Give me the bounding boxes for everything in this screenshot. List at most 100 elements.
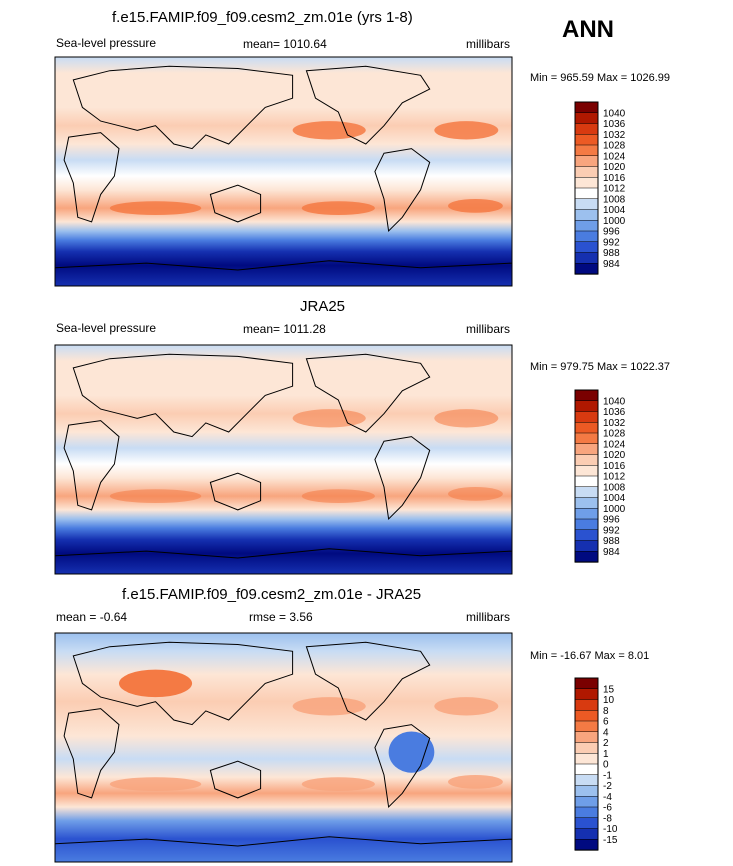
colorbar-3-tick-15: -15 [603, 835, 618, 846]
pressure-center-1-4 [301, 201, 375, 216]
colorbar-3-swatch-14 [574, 817, 599, 830]
coastline-3-1 [63, 708, 120, 799]
colorbar-1-tick-11: 1000 [603, 216, 626, 227]
colorbar-1-tick-7: 1016 [603, 173, 626, 184]
colorbar-2-tick-14: 988 [603, 536, 620, 547]
colorbar-3-swatch-10 [574, 774, 599, 787]
colorbar-2-swatch-8 [574, 465, 599, 477]
colorbar-2-tick-13: 992 [603, 525, 620, 536]
colorbar-2-swatch-4 [574, 422, 599, 434]
map-panel-2 [55, 345, 512, 574]
colorbar-2-tick-9: 1008 [603, 482, 626, 493]
colorbar-2-swatch-14 [574, 529, 599, 542]
colorbar-1-tick-12: 996 [603, 227, 620, 238]
panel3-units-label: millibars [466, 610, 511, 624]
map-panel-3 [55, 633, 512, 862]
colorbar-3-swatch-7 [574, 742, 599, 754]
colorbar-1-swatch-15 [574, 252, 599, 264]
colorbar-1-tick-3: 1032 [603, 130, 626, 141]
colorbar-3-swatch-1 [574, 677, 599, 690]
colorbar-3-tick-9: -1 [603, 770, 612, 781]
colorbar-3-swatch-13 [574, 806, 599, 819]
coastline-1-6 [55, 260, 512, 286]
colorbar-1-tick-8: 1012 [603, 184, 626, 195]
colorbar-2-tick-12: 996 [603, 515, 620, 526]
map-frame-1 [54, 56, 513, 287]
coastline-3-6 [55, 836, 512, 862]
coastline-3-3 [209, 760, 262, 799]
colorbar-2-tick-11: 1000 [603, 504, 626, 515]
colorbar-3-tick-14: -10 [603, 824, 618, 835]
coastline-2-2 [72, 353, 294, 438]
colorbar-2-tick-5: 1024 [603, 439, 626, 450]
colorbar-2-swatch-2 [574, 400, 599, 413]
colorbar-3-swatch-9 [574, 763, 599, 776]
colorbar-3-swatch-4 [574, 710, 599, 722]
panel3-mean-label: mean = -0.64 [56, 610, 128, 624]
panel2-units-label: millibars [466, 322, 511, 336]
pressure-center-2-4 [301, 489, 375, 504]
colorbar-1-swatch-13 [574, 230, 599, 243]
pressure-center-2-1 [292, 409, 366, 428]
colorbar-2-tick-6: 1020 [603, 450, 626, 461]
diff-low-southamerica [388, 731, 435, 773]
colorbar-2-tick-8: 1012 [603, 472, 626, 483]
colorbar-1-tick-1: 1040 [603, 108, 626, 119]
colorbar-2-frame [574, 389, 599, 563]
coastline-1-4 [305, 65, 431, 145]
coastline-1-5 [374, 148, 431, 233]
colorbar-1-tick-2: 1036 [603, 119, 626, 130]
coastline-3-2 [72, 641, 294, 726]
colorbar-3-swatch-11 [574, 785, 599, 797]
colorbar-3-tick-1: 15 [603, 684, 615, 695]
colorbar-2-tick-1: 1040 [603, 396, 626, 407]
colorbar-1-swatch-8 [574, 177, 599, 189]
colorbar-1-swatch-2 [574, 112, 599, 125]
colorbar-2-tick-2: 1036 [603, 407, 626, 418]
colorbar-1-tick-4: 1028 [603, 141, 626, 152]
colorbar-1-tick-14: 988 [603, 248, 620, 259]
map-field-2 [55, 345, 512, 574]
colorbar-1: 1040103610321028102410201016101210081004… [574, 101, 626, 275]
pressure-center-1-5 [448, 198, 503, 213]
colorbar-2-tick-7: 1016 [603, 461, 626, 472]
colorbar-1-tick-13: 992 [603, 237, 620, 248]
colorbar-3-tick-10: -2 [603, 781, 612, 792]
colorbar-1-swatch-14 [574, 241, 599, 254]
colorbar-1-swatch-6 [574, 155, 599, 168]
pressure-center-1-1 [292, 121, 366, 140]
colorbar-1-frame [574, 101, 599, 275]
map-frame-3 [54, 632, 513, 863]
panel2-mean-label: mean= 1011.28 [243, 322, 326, 336]
colorbar-3-tick-8: 0 [603, 760, 609, 771]
coastline-2-6 [55, 548, 512, 574]
colorbar-1-swatch-12 [574, 220, 599, 232]
colorbar-3-tick-7: 1 [603, 749, 609, 760]
coastline-1-3 [209, 184, 262, 223]
colorbar-2-swatch-3 [574, 411, 599, 423]
colorbar-1-tick-10: 1004 [603, 205, 626, 216]
colorbar-3-tick-4: 6 [603, 717, 609, 728]
colorbar-3-tick-3: 8 [603, 706, 609, 717]
colorbar-1-tick-9: 1008 [603, 194, 626, 205]
colorbar-3-frame [574, 677, 599, 851]
colorbar-1-tick-6: 1020 [603, 162, 626, 173]
colorbar-3-swatch-3 [574, 699, 599, 711]
colorbar-3-tick-6: 2 [603, 738, 609, 749]
colorbar-2-swatch-10 [574, 486, 599, 499]
colorbar-1-swatch-10 [574, 198, 599, 211]
colorbar-1-tick-5: 1024 [603, 151, 626, 162]
colorbar-2-tick-3: 1032 [603, 418, 626, 429]
colorbar-3-tick-5: 4 [603, 727, 609, 738]
colorbar-3-tick-11: -4 [603, 792, 612, 803]
pressure-center-3-1 [292, 697, 366, 716]
colorbar-3-swatch-6 [574, 731, 599, 744]
colorbar-2-swatch-15 [574, 540, 599, 552]
colorbar-2-swatch-11 [574, 497, 599, 509]
colorbar-3-tick-2: 10 [603, 695, 615, 706]
colorbar-2-swatch-13 [574, 518, 599, 531]
panel1-units-label: millibars [466, 37, 511, 51]
colorbar-1-swatch-5 [574, 144, 599, 157]
panel2-minmax-label: Min = 979.75 Max = 1022.37 [530, 361, 671, 373]
